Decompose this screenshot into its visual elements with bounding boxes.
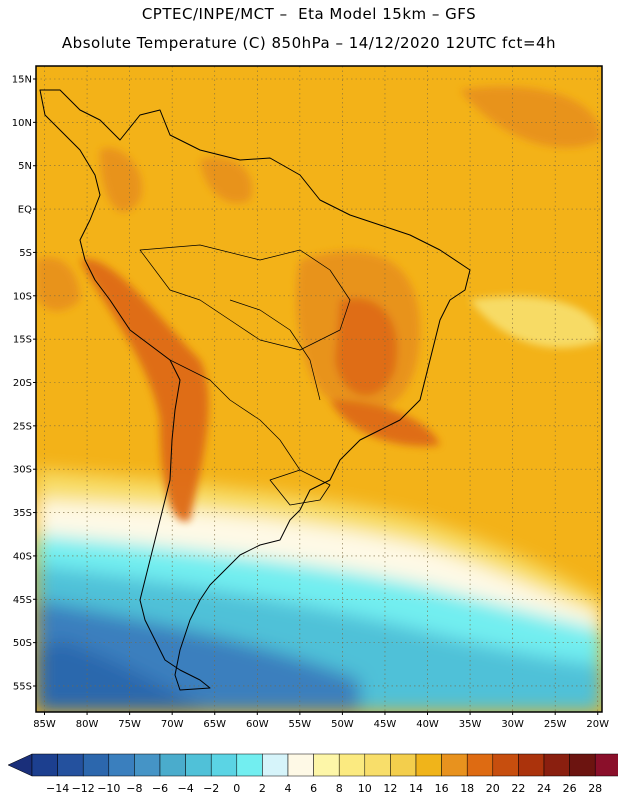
colorbar-swatch — [466, 753, 494, 777]
colorbar-label: −14 — [46, 782, 69, 795]
map-title-line1: CPTEC/INPE/MCT – Eta Model 15km – GFS — [141, 5, 477, 23]
colorbar-swatch — [108, 753, 135, 777]
lat-label: 5N — [18, 161, 32, 172]
colorbar-label: 26 — [563, 782, 577, 795]
colorbar-label: 20 — [486, 782, 500, 795]
colorbar-swatch — [134, 753, 161, 777]
lon-label: 50W — [331, 719, 354, 730]
lat-label: 30S — [13, 465, 32, 476]
colorbar-swatch — [287, 753, 314, 777]
longitude-labels: 85W 80W 75W 70W 65W 60W 55W 50W 45W 40W 35W 30W 25W 2… — [33, 712, 609, 730]
lat-label: 40S — [13, 551, 32, 562]
colorbar-label: 14 — [409, 782, 423, 795]
colorbar-label: 16 — [435, 782, 449, 795]
colorbar-swatch — [57, 753, 84, 777]
colorbar-label: 22 — [511, 782, 525, 795]
color-scale-bar: −14 −12 −10 −8 −6 −4 −2 0 2 4 6 8 10 12 14 16 18 20 22 24 26… — [7, 753, 618, 795]
lat-label: 55S — [13, 681, 32, 692]
colorbar-label: 0 — [233, 782, 240, 795]
colorbar-swatch — [185, 753, 212, 777]
colorbar-swatch — [159, 753, 186, 777]
lat-label: 15N — [12, 75, 32, 86]
colorbar-swatch — [338, 753, 366, 777]
lon-label: 35W — [459, 719, 482, 730]
colorbar-label: −12 — [72, 782, 95, 795]
lon-label: 30W — [501, 719, 524, 730]
colorbar-label: −2 — [203, 782, 219, 795]
lon-label: 40W — [416, 719, 439, 730]
lon-label: 85W — [33, 719, 56, 730]
colorbar-swatch — [543, 753, 570, 777]
lon-label: 45W — [374, 719, 397, 730]
colorbar-label: −8 — [126, 782, 142, 795]
lat-label: 50S — [13, 638, 32, 649]
lat-label: 10N — [12, 118, 32, 129]
colorbar-swatch — [236, 753, 263, 777]
lon-label: 65W — [203, 719, 226, 730]
colorbar-label: 10 — [358, 782, 372, 795]
colorbar-label: 18 — [460, 782, 474, 795]
colorbar-swatch — [390, 753, 417, 777]
lat-label: 15S — [13, 335, 32, 346]
lat-label: 10S — [13, 291, 32, 302]
colorbar-label: −6 — [152, 782, 168, 795]
lat-label: 35S — [13, 508, 32, 519]
lat-label: EQ — [18, 205, 32, 216]
colorbar-swatch — [594, 753, 618, 777]
lat-label: 20S — [13, 378, 32, 389]
lon-label: 75W — [118, 719, 141, 730]
lon-label: 55W — [289, 719, 312, 730]
lon-label: 60W — [246, 719, 269, 730]
colorbar-low-arrow — [7, 753, 33, 777]
colorbar-swatch — [569, 753, 596, 777]
colorbar-label: 2 — [259, 782, 266, 795]
map-title-line2: Absolute Temperature (C) 850hPa – 14/12/… — [61, 34, 557, 52]
colorbar-swatch — [210, 753, 238, 777]
lat-label: 45S — [13, 595, 32, 606]
colorbar-label: 8 — [336, 782, 343, 795]
colorbar-label: 24 — [537, 782, 551, 795]
colorbar-label: 12 — [383, 782, 397, 795]
colorbar-label: 6 — [310, 782, 317, 795]
colorbar-label: −4 — [177, 782, 193, 795]
coastlines — [39, 89, 471, 691]
lon-label: 80W — [76, 719, 99, 730]
lon-label: 20W — [586, 719, 609, 730]
colorbar-swatch — [492, 753, 519, 777]
colorbar-swatch — [518, 753, 545, 777]
lat-label: 5S — [19, 248, 32, 259]
map-frame — [35, 65, 603, 713]
colorbar-swatch — [31, 753, 58, 777]
colorbar-swatch — [262, 753, 289, 777]
colorbar-label: −10 — [97, 782, 120, 795]
lon-label: 70W — [161, 719, 184, 730]
temperature-field — [36, 66, 602, 712]
lon-label: 25W — [544, 719, 567, 730]
colorbar-swatch — [441, 753, 468, 777]
lat-label: 25S — [13, 421, 32, 432]
latitude-labels: 15N 10N 5N EQ 5S 10S 15S 20S 25S 30S 35S 40S 45S 50S 5… — [12, 75, 36, 692]
colorbar-swatch — [82, 753, 110, 777]
colorbar-swatch — [313, 753, 340, 777]
colorbar-label: 28 — [588, 782, 602, 795]
colorbar-swatch — [364, 753, 391, 777]
colorbar-label: 4 — [285, 782, 292, 795]
colorbar-swatch — [415, 753, 442, 777]
